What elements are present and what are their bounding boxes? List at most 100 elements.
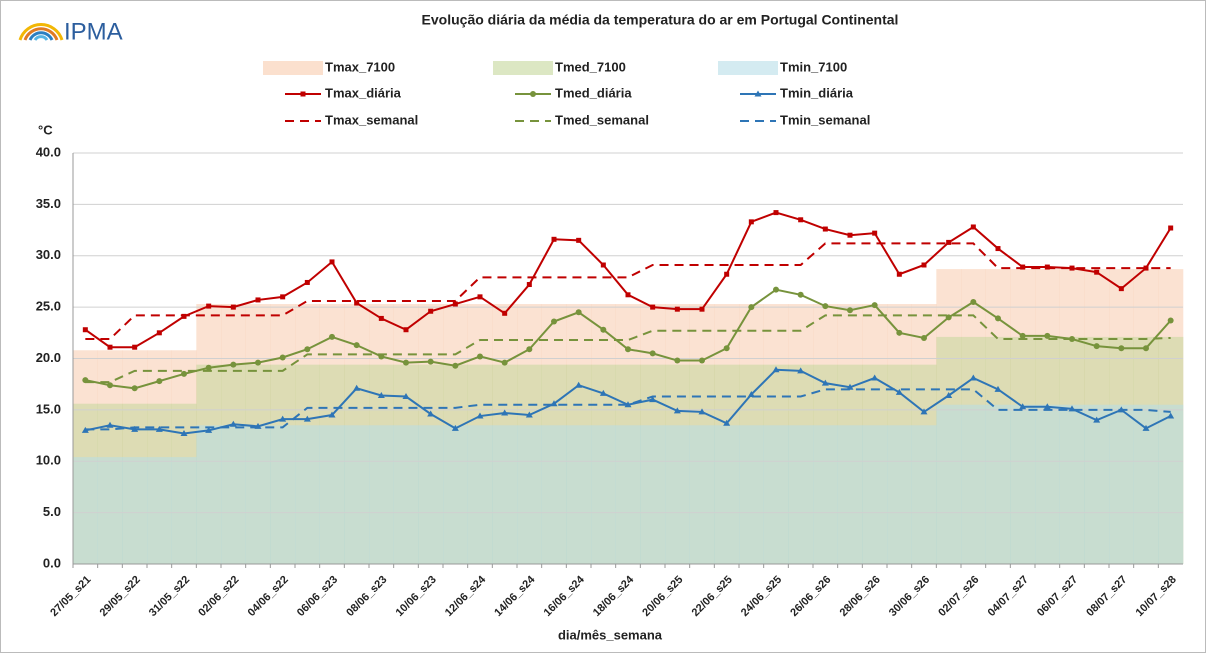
marker [575,309,582,316]
marker [773,210,779,216]
normal-area [1059,404,1085,564]
marker [847,307,853,314]
marker [995,246,1001,252]
marker [1093,343,1100,350]
marker [970,298,977,305]
normal-area [788,425,814,564]
legend: Tmax_7100 Tmed_7100 Tmin_7100 Tmax_diária Tm… [263,59,870,127]
marker [1043,403,1051,410]
normal-area [591,425,616,564]
marker [822,303,829,310]
marker [600,326,607,333]
marker [280,294,286,300]
normal-area [887,425,912,564]
normal-area [418,425,444,564]
marker [822,226,828,232]
normal-area [1010,404,1036,564]
marker [994,385,1002,392]
y-tick-label: 40.0 [36,144,61,159]
normal-area [1084,404,1110,564]
marker [155,425,163,432]
marker [131,385,138,392]
marker [821,379,829,386]
marker [872,230,878,236]
marker [576,237,582,243]
marker [107,382,113,389]
normal-area [147,457,172,564]
weekly-line [85,388,1171,431]
marker [847,232,853,238]
marker [798,217,804,223]
normal-area [221,425,246,564]
marker [754,90,762,97]
marker [526,282,532,288]
normal-area [813,425,838,564]
marker [773,286,779,293]
marker [477,353,483,360]
normal-area [985,404,1011,564]
y-tick-label: 5.0 [43,504,61,519]
marker [724,271,730,277]
y-tick-label: 25.0 [36,299,61,314]
marker [501,359,508,366]
marker [748,304,755,311]
normal-area [319,425,345,564]
marker [300,91,306,97]
marker [403,327,409,333]
normal-area [97,457,123,564]
y-tick-label: 20.0 [36,350,61,365]
normal-area [517,425,542,564]
marker [530,91,536,97]
marker [82,327,88,333]
normal-area [615,425,641,564]
normal-area [344,425,370,564]
normal-area [665,425,690,564]
normal-area [689,425,715,564]
normal-area [837,425,863,564]
marker [329,259,335,265]
marker [699,306,705,312]
marker [354,300,360,306]
marker [1019,403,1027,410]
marker [1118,286,1124,292]
marker [625,292,631,298]
marker [673,407,681,414]
weekly-line [85,314,1171,384]
marker [206,303,212,309]
marker [895,388,903,395]
legend-label: Tmax_diária [325,85,402,100]
marker [969,374,977,381]
normal-area [295,425,320,564]
normal-area [171,457,197,564]
y-tick-label: 15.0 [36,401,61,416]
normal-area [122,457,148,564]
marker [452,301,458,307]
marker [156,378,163,385]
marker [279,354,286,361]
marker [1019,332,1026,339]
normal-area [1035,404,1060,564]
marker [501,409,509,416]
legend-label: Tmed_semanal [555,112,649,127]
marker [132,344,138,350]
y-tick-label: 10.0 [36,453,61,468]
marker [526,346,533,353]
marker [649,350,656,357]
marker [502,310,508,316]
marker [625,346,631,353]
normal-area [196,425,222,564]
marker [1168,225,1174,231]
marker [797,367,805,374]
marker [649,396,657,403]
marker [1167,317,1174,324]
marker [427,410,435,417]
marker [452,362,459,369]
marker [1020,264,1026,270]
normal-area [739,425,764,564]
marker [230,304,236,310]
marker [1142,424,1150,431]
logo-text: IPMA [64,18,123,45]
marker [1044,332,1051,339]
